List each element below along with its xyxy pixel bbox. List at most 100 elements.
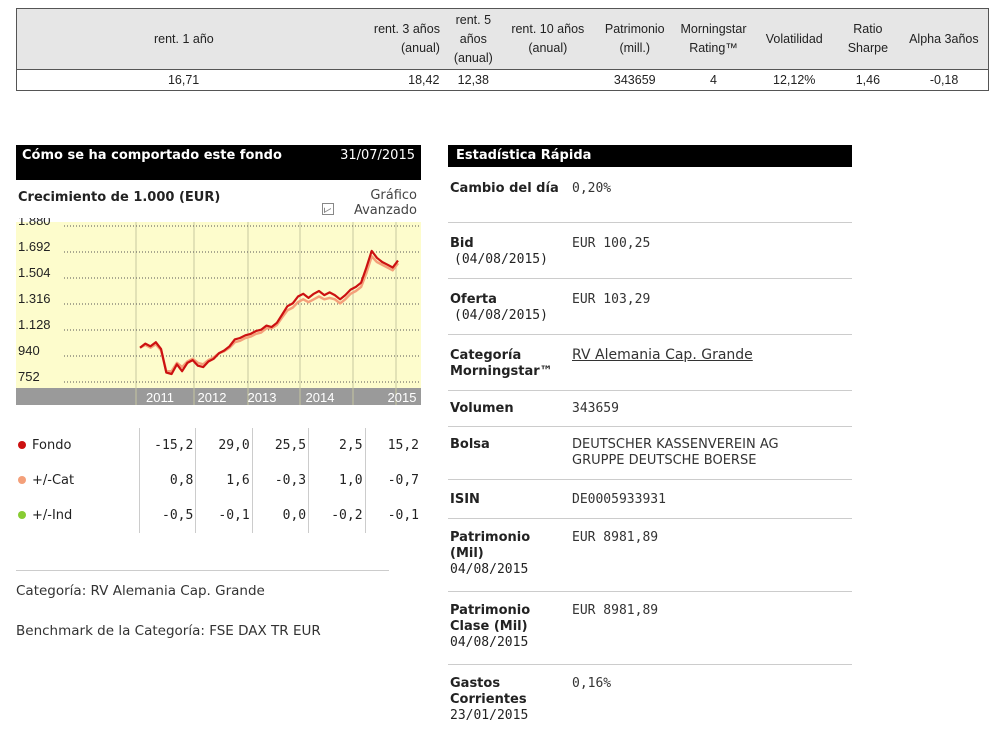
- y-tick-label: 1.504: [18, 265, 51, 280]
- returns-cell: 2,5: [308, 428, 366, 463]
- patrimonio-label-block: Patrimonio (Mil) 04/08/2015: [450, 530, 568, 578]
- returns-row-label-text: +/-Cat: [32, 473, 75, 488]
- header-volatilidad: Volatilidad: [752, 8, 837, 70]
- performance-header: Cómo se ha comportado este fondo 31/07/2…: [16, 145, 421, 180]
- value-volatilidad: 12,12%: [751, 69, 837, 91]
- growth-chart: 1.880 1.692 1.504 1.316 1.128 940 752 2011 2012 2…: [16, 218, 421, 408]
- y-tick-label: 1.692: [18, 239, 51, 254]
- patrimonio-label: Patrimonio (Mil): [450, 530, 531, 561]
- cambio-label: Cambio del día: [450, 181, 559, 196]
- categoria-value-wrap: RV Alemania Cap. Grande: [572, 347, 753, 364]
- advanced-chart-link[interactable]: Gráfico Avanzado: [322, 188, 417, 218]
- returns-cell: 25,5: [251, 428, 309, 463]
- returns-cell: -0,7: [364, 463, 421, 498]
- returns-row-label-text: +/-Ind: [32, 508, 73, 523]
- volumen-label: Volumen: [450, 401, 514, 416]
- x-tick-label: 2015: [388, 390, 417, 405]
- oferta-value: EUR 103,29: [572, 292, 651, 307]
- benchmark-line: Benchmark de la Categoría: FSE DAX TR EU…: [16, 623, 321, 639]
- performance-panel: Cómo se ha comportado este fondo 31/07/2…: [16, 145, 421, 639]
- value-rent-10: [500, 69, 595, 91]
- series-line-fondo: [139, 249, 399, 376]
- oferta-date: (04/08/2015): [454, 308, 548, 323]
- returns-row-label: Fondo: [16, 428, 139, 463]
- stat-row-bid: Bid (04/08/2015) EUR 100,25: [448, 223, 852, 279]
- stat-row-volumen: Volumen 343659: [448, 391, 852, 427]
- bid-value: EUR 100,25: [572, 236, 651, 251]
- category-line: Categoría: RV Alemania Cap. Grande: [16, 583, 265, 599]
- returns-cell: 29,0: [195, 428, 253, 463]
- value-rent-3: 18,42: [350, 69, 446, 91]
- y-tick-label: 1.316: [18, 291, 51, 306]
- returns-cell: -0,3: [251, 463, 309, 498]
- patrimonio-clase-label: Patrimonio Clase (Mil): [450, 603, 531, 634]
- value-rent-5: 12,38: [445, 69, 501, 91]
- chart-icon: [322, 203, 334, 215]
- gastos-label: Gastos Corrientes: [450, 676, 527, 707]
- cambio-value: 0,20%: [572, 181, 612, 196]
- returns-cell: 0,8: [138, 463, 196, 498]
- patrimonio-date: 04/08/2015: [450, 562, 529, 577]
- growth-title: Crecimiento de 1.000 (EUR): [18, 190, 221, 205]
- quick-stats-panel: Estadística Rápida Cambio del día 0,20% …: [448, 145, 852, 735]
- oferta-label-block: Oferta (04/08/2015): [450, 292, 568, 324]
- oferta-label: Oferta: [450, 292, 497, 307]
- value-rent-1: 16,71: [15, 69, 351, 91]
- returns-cell: -0,1: [195, 498, 253, 533]
- series-line-cat: [139, 255, 399, 373]
- quick-stats-title: Estadística Rápida: [448, 145, 852, 167]
- value-rating: 4: [674, 69, 753, 91]
- bolsa-value-line-2: GRUPPE DEUTSCHE BOERSE: [572, 453, 757, 468]
- y-tick-label: 752: [18, 369, 40, 384]
- returns-row-label: +/-Cat: [16, 463, 139, 498]
- returns-table: Fondo -15,2 29,0 25,5 2,5 15,2 +/-Cat 0,8 1,6 -0,…: [16, 428, 421, 533]
- header-rent-1: rent. 1 año: [15, 8, 351, 70]
- categoria-link[interactable]: RV Alemania Cap. Grande: [572, 347, 753, 363]
- bolsa-value-line-1: DEUTSCHER KASSENVEREIN AG: [572, 437, 779, 452]
- header-rating: Morningstar Rating™: [674, 8, 753, 70]
- returns-cell: -15,2: [138, 428, 196, 463]
- value-patrimonio: 343659: [594, 69, 675, 91]
- gastos-value: 0,16%: [572, 676, 612, 691]
- gastos-date: 23/01/2015: [450, 708, 529, 723]
- x-tick-label: 2011: [146, 390, 174, 405]
- x-axis-band: [16, 388, 421, 405]
- stat-row-cambio: Cambio del día 0,20%: [448, 167, 852, 223]
- performance-title: Cómo se ha comportado este fondo: [22, 148, 282, 163]
- header-patrimonio: Patrimonio (mill.): [594, 8, 675, 70]
- summary-table: rent. 1 año rent. 3 años (anual) rent. 5…: [15, 8, 989, 91]
- patrimonio-value: EUR 8981,89: [572, 530, 659, 545]
- plot-area: [16, 222, 421, 388]
- y-tick-label: 940: [18, 343, 40, 358]
- stat-row-oferta: Oferta (04/08/2015) EUR 103,29: [448, 279, 852, 335]
- returns-cell: 15,2: [364, 428, 421, 463]
- bid-label-block: Bid (04/08/2015): [450, 236, 568, 268]
- header-rent-3: rent. 3 años (anual): [350, 8, 446, 70]
- header-sharpe: Ratio Sharpe: [836, 8, 900, 70]
- returns-row: Fondo -15,2 29,0 25,5 2,5 15,2: [16, 428, 421, 463]
- returns-cell: -0,2: [308, 498, 366, 533]
- bolsa-value: DEUTSCHER KASSENVEREIN AG GRUPPE DEUTSCH…: [572, 437, 779, 469]
- returns-cell: 1,6: [195, 463, 253, 498]
- header-alpha: Alpha 3años: [899, 8, 989, 70]
- categoria-label: Categoría Morningstar™: [450, 348, 553, 379]
- returns-cell: -0,5: [138, 498, 196, 533]
- returns-cell: 0,0: [251, 498, 309, 533]
- summary-values-row: 16,71 18,42 12,38 343659 4 12,12% 1,46 -…: [15, 69, 989, 91]
- stat-row-patrimonio-clase: Patrimonio Clase (Mil) 04/08/2015 EUR 89…: [448, 592, 852, 665]
- performance-date: 31/07/2015: [340, 148, 415, 163]
- bid-label: Bid: [450, 236, 474, 251]
- returns-cell: 1,0: [308, 463, 366, 498]
- isin-label: ISIN: [450, 492, 480, 507]
- returns-row: +/-Ind -0,5 -0,1 0,0 -0,2 -0,1: [16, 498, 421, 533]
- returns-cell: -0,1: [364, 498, 421, 533]
- returns-row-label-text: Fondo: [32, 438, 72, 453]
- stat-row-patrimonio: Patrimonio (Mil) 04/08/2015 EUR 8981,89: [448, 519, 852, 592]
- value-alpha: -0,18: [899, 69, 989, 91]
- x-tick-label: 2014: [306, 390, 335, 405]
- y-tick-label: 1.128: [18, 317, 51, 332]
- bid-date: (04/08/2015): [454, 252, 548, 267]
- x-tick-label: 2013: [248, 390, 277, 405]
- stat-row-isin: ISIN DE0005933931: [448, 480, 852, 519]
- legend-dot-icon: [18, 441, 26, 449]
